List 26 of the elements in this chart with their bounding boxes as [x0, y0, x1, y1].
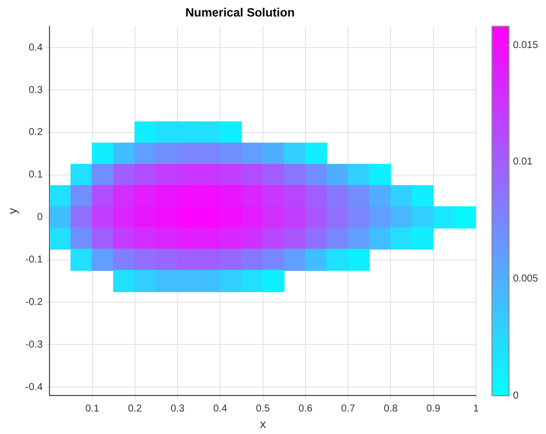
x-tick-label: 0.2: [128, 403, 142, 414]
y-tick-label: 0.1: [28, 170, 44, 181]
x-tick-label: 0.1: [85, 403, 100, 414]
color-bar-label: 0.01: [513, 156, 533, 168]
y-tick-label: -0.1: [25, 254, 44, 266]
color-bar-label: 0.005: [513, 274, 538, 285]
x-tick-label: 0.9: [426, 403, 441, 414]
x-tick-label: 0.3: [170, 403, 185, 414]
x-tick-label: 0.6: [298, 403, 313, 414]
x-tick-label: 0.4: [213, 403, 228, 414]
color-bar-label: 0: [513, 390, 519, 402]
y-tick-label: -0.4: [25, 382, 44, 393]
color-bar-label: 0.015: [513, 40, 538, 51]
y-tick-label: -0.3: [25, 339, 44, 350]
x-tick-label: 0.7: [341, 403, 356, 414]
chart-title: Numerical Solution: [185, 6, 295, 20]
x-tick-label: 0.8: [384, 403, 398, 414]
y-tick-label: 0.2: [28, 127, 44, 138]
y-axis-title: y: [6, 208, 20, 214]
y-tick-label: -0.2: [25, 296, 44, 308]
y-tick-label: 0.3: [28, 84, 44, 96]
y-tick-label: 0: [37, 212, 44, 224]
x-tick-label: 0.5: [256, 403, 270, 414]
y-tick-label: 0.4: [28, 42, 44, 54]
x-axis-title: x: [260, 417, 266, 432]
x-tick-label: 1: [473, 403, 480, 414]
